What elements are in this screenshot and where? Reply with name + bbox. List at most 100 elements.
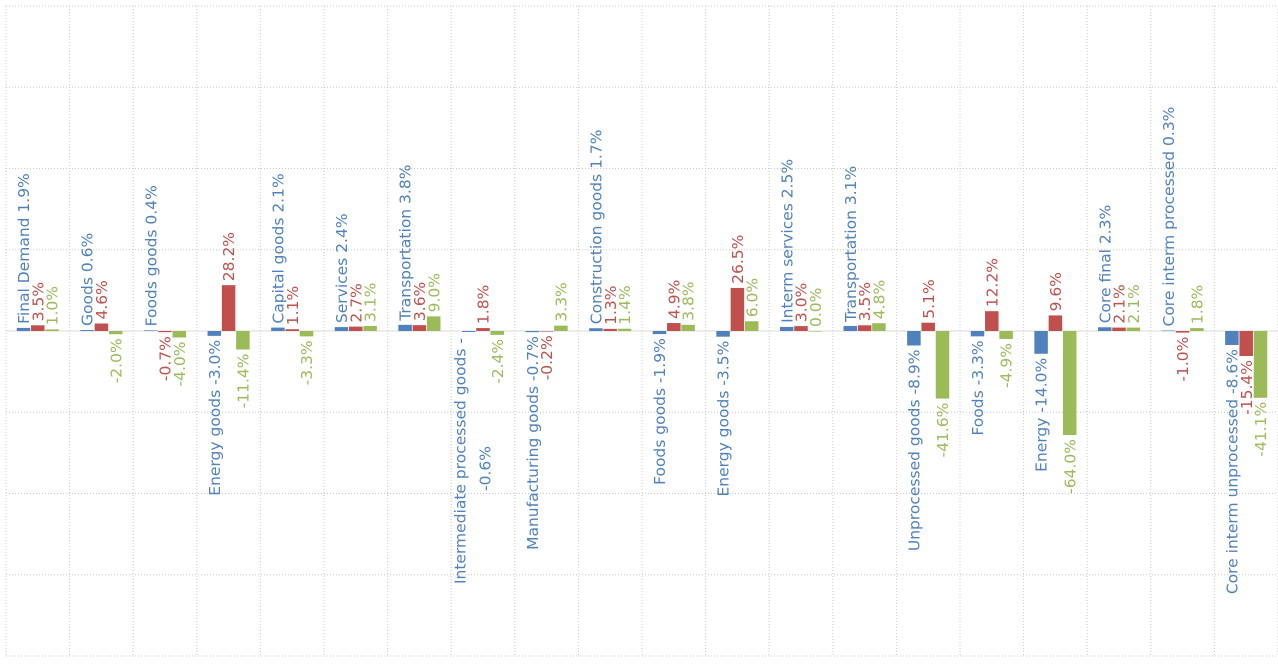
bar-s3-6 [426,316,441,331]
bar-s1-9 [589,328,603,331]
bar-s3-5 [363,325,377,331]
data-label-s2-2: -0.7% [157,336,175,381]
bar-s3-15 [999,331,1013,339]
bar-s2-6 [412,325,427,331]
category-label-19: Core interm unprocessed -8.6% [1224,349,1242,594]
bar-s2-5 [349,326,363,331]
bar-s3-10 [681,324,695,331]
bar-s1-0 [16,327,31,331]
bar-s2-9 [603,328,617,331]
bar-s1-19 [1225,331,1239,345]
bars [16,285,1268,435]
data-label-s3-14: -41.6% [934,403,952,458]
data-label-s2-8: -0.2% [538,335,556,380]
data-label-s2-4: 1.1% [284,286,302,325]
bar-s3-1 [108,331,123,335]
bar-s3-14 [935,331,950,399]
bar-s1-18 [1161,330,1176,332]
bar-s3-9 [617,328,632,331]
bar-s2-16 [1048,315,1063,331]
category-label-11: Energy goods -3.5% [715,341,733,497]
bar-s3-19 [1253,331,1268,398]
category-label-3: Energy goods -3.0% [206,340,224,496]
data-label-s2-16: 9.6% [1047,272,1065,311]
data-label-s3-16: -64.0% [1061,439,1079,494]
data-label-s2-0: 3.5% [29,282,47,321]
category-label-7-line2: -0.6% [477,446,495,491]
bar-s2-15 [985,311,999,331]
bar-s1-8 [525,331,540,333]
bar-s3-16 [1062,331,1077,435]
bar-s2-3 [221,285,236,331]
bar-s2-7 [476,328,490,331]
bar-s2-4 [285,329,299,331]
bar-s3-3 [236,331,250,350]
bar-s2-2 [158,331,172,333]
data-label-s3-7: -2.4% [489,339,507,384]
data-label-s3-18: 1.8% [1189,285,1207,324]
bar-s1-5 [334,327,349,331]
bar-s3-18 [1190,328,1204,331]
bar-s1-16 [1034,331,1048,354]
data-label-s3-4: -3.3% [298,340,316,385]
data-label-s2-12: 3.0% [793,283,811,322]
category-label-18: Core interm processed 0.3% [1160,107,1178,327]
data-label-s3-6: 9.0% [425,273,443,312]
bar-s1-14 [907,331,921,346]
bar-s1-1 [80,330,94,331]
category-label-5: Services 2.4% [333,213,351,323]
category-label-10: Foods goods -1.9% [651,338,669,485]
data-label-s2-11: 26.5% [729,235,747,284]
bar-s1-2 [143,330,158,331]
data-label-s3-19: -41.1% [1252,402,1270,457]
bar-s2-12 [794,326,808,331]
bar-s3-2 [172,331,187,338]
data-label-s3-0: 1.0% [44,286,62,325]
bar-s2-10 [667,323,681,331]
data-label-s3-1: -2.0% [107,338,125,383]
data-label-s3-15: -4.9% [998,343,1016,388]
bar-s1-11 [716,331,730,337]
category-label-4: Capital goods 2.1% [270,173,288,323]
bar-s2-18 [1175,331,1190,333]
category-label-9: Construction goods 1.7% [588,130,606,325]
bar-s3-13 [872,323,886,331]
bar-s1-7 [461,331,476,332]
bar-s1-6 [398,324,412,331]
data-label-s3-2: -4.0% [171,342,189,387]
data-label-s2-17: 2.1% [1111,284,1129,323]
bar-s3-17 [1126,327,1141,331]
bar-s2-14 [921,322,935,331]
data-label-s3-13: 4.8% [871,280,889,319]
data-label-s3-12: 0.0% [807,288,825,327]
data-label-s3-5: 3.1% [362,283,380,322]
category-label-17: Core final 2.3% [1096,205,1114,324]
bar-s2-8 [539,331,554,332]
bar-s3-0 [45,329,59,331]
bar-s1-17 [1097,327,1112,331]
data-label-s2-14: 5.1% [920,279,938,318]
data-label-s3-10: 3.8% [680,281,698,320]
category-label-12: Interm services 2.5% [778,159,796,323]
category-label-1: Goods 0.6% [79,233,97,326]
data-label-s2-19: -15.4% [1238,360,1256,415]
data-label-s2-6: 3.6% [411,282,429,321]
category-label-13: Transportation 3.1% [842,166,860,323]
data-label-s2-15: 12.2% [983,258,1001,307]
bar-s3-4 [299,331,314,337]
bar-s2-0 [31,325,45,331]
bar-s1-3 [207,331,222,336]
bar-s2-19 [1239,331,1253,357]
category-label-2: Foods goods 0.4% [142,185,160,326]
category-label-15: Foods -3.3% [969,340,987,435]
data-label-s2-10: 4.9% [665,280,683,319]
bar-s1-13 [843,325,858,331]
data-label-s3-8: 3.3% [553,282,571,321]
data-label-s3-17: 2.1% [1125,284,1143,323]
bar-s2-11 [730,287,745,331]
category-label-7: Intermediate processed goods - [452,338,470,584]
bar-s3-7 [490,331,505,335]
data-label-s3-3: -11.4% [235,354,253,409]
category-label-6: Transportation 3.8% [397,165,415,322]
data-label-s2-18: -1.0% [1174,337,1192,382]
